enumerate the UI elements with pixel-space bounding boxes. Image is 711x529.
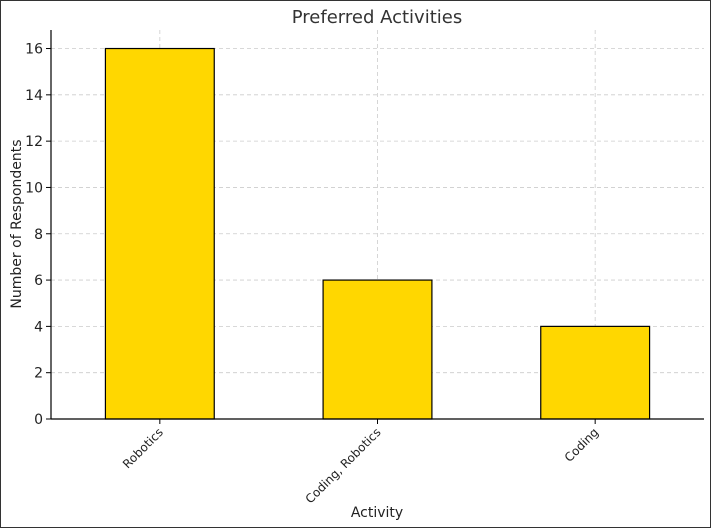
y-tick-label: 16 [25, 42, 43, 58]
y-tick-label: 4 [34, 319, 43, 335]
y-tick-label: 6 [34, 273, 43, 289]
bar [540, 325, 651, 420]
x-tick-label: Coding, Robotics [303, 425, 384, 506]
bar [104, 47, 215, 420]
y-tick-label: 2 [34, 366, 43, 382]
bar [322, 279, 433, 420]
x-axis-title: Activity [351, 505, 403, 521]
y-tick-label: 12 [25, 134, 43, 150]
y-axis-title: Number of Respondents [9, 139, 25, 308]
x-tick-label: Coding [562, 425, 602, 465]
bars [104, 47, 651, 420]
y-axis-ticks: 0 2 4 6 8 10 12 14 16 [25, 42, 51, 428]
x-axis-ticks: Robotics Coding, Robotics Coding [120, 419, 601, 506]
x-tick-label: Robotics [120, 425, 166, 471]
chart-title: Preferred Activities [292, 7, 462, 28]
y-tick-label: 14 [25, 88, 43, 104]
y-tick-label: 0 [34, 412, 43, 428]
y-tick-label: 10 [25, 180, 43, 196]
y-tick-label: 8 [34, 227, 43, 243]
